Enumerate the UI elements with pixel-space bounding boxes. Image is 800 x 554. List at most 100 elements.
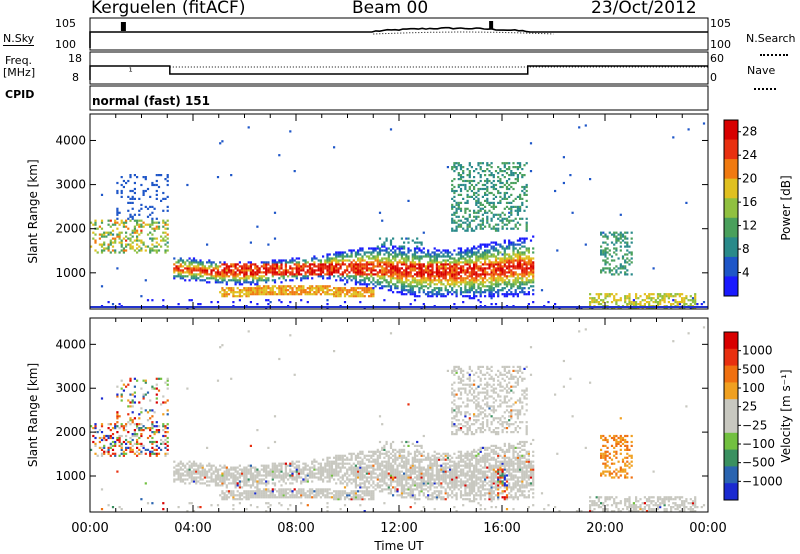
power-cell [468, 285, 471, 288]
velocity-cell [354, 458, 357, 461]
power-cell [670, 307, 673, 310]
velocity-cell [206, 480, 209, 483]
power-cell [368, 289, 371, 292]
velocity-cell [241, 486, 244, 489]
velocity-cell [284, 492, 287, 495]
velocity-cell [330, 474, 333, 477]
velocity-cell [247, 498, 250, 501]
power-cell [433, 287, 436, 290]
velocity-cell [352, 472, 355, 475]
power-cell [519, 251, 522, 254]
power-cell [190, 269, 193, 272]
power-cell [516, 221, 519, 224]
velocity-cell [153, 440, 156, 444]
power-cell [385, 265, 388, 268]
power-cell [407, 273, 410, 276]
velocity-cell [125, 442, 128, 445]
velocity-cell [352, 498, 355, 501]
velocity-cell [278, 464, 281, 467]
power-cell [260, 277, 263, 280]
velocity-cell [129, 446, 132, 449]
power-cell [484, 183, 487, 187]
power-cell [98, 225, 101, 228]
power-cell [341, 257, 344, 260]
power-cell [455, 281, 458, 284]
power-cell [368, 247, 371, 250]
power-cell [525, 293, 528, 296]
velocity-cell [247, 496, 250, 499]
velocity-cell [166, 413, 169, 416]
power-cell [398, 279, 401, 282]
power-cell [319, 261, 322, 264]
power-cell [363, 271, 366, 274]
power-cell [287, 261, 290, 264]
power-cell [492, 263, 495, 266]
power-cell [429, 275, 432, 278]
power-cell [440, 283, 443, 286]
power-cell [361, 271, 364, 274]
power-cell [615, 265, 618, 268]
power-cell [424, 253, 428, 256]
power-cell [499, 267, 502, 270]
velocity-cell [186, 470, 189, 473]
power-cell [339, 251, 342, 254]
power-cell [505, 172, 509, 175]
power-cell [455, 168, 458, 171]
power-cell [359, 287, 362, 290]
velocity-cell [212, 472, 215, 475]
velocity-cell [313, 466, 316, 469]
power-cell [521, 263, 524, 266]
power-cell [297, 261, 301, 264]
velocity-cell [333, 468, 336, 471]
power-cell [435, 267, 438, 270]
power-cell [411, 269, 414, 272]
power-cell [418, 267, 421, 270]
velocity-cell [236, 476, 239, 479]
power-cell [389, 249, 393, 252]
power-cell [497, 172, 500, 175]
power-cell [630, 241, 633, 244]
velocity-cell [173, 460, 176, 463]
power-cell [521, 189, 524, 193]
power-cell [676, 301, 679, 304]
power-cell [324, 259, 327, 262]
power-cell [392, 247, 395, 250]
power-cell [328, 261, 331, 264]
power-cell [501, 253, 504, 256]
velocity-cell [146, 427, 150, 430]
velocity-cell [116, 431, 119, 434]
power-cell [387, 265, 390, 268]
power-cell [149, 247, 152, 250]
velocity-cell [359, 470, 362, 473]
power-cell [188, 269, 191, 272]
power-cell [521, 176, 524, 179]
power-cell [407, 279, 410, 282]
velocity-cell [260, 474, 263, 477]
velocity-cell [300, 472, 303, 475]
power-cell [624, 253, 627, 256]
power-cell [140, 231, 143, 234]
power-cell [440, 251, 443, 254]
power-cell [464, 277, 467, 280]
power-cell [346, 259, 349, 262]
power-cell [346, 291, 349, 294]
power-cell [389, 259, 393, 262]
power-cell [238, 265, 241, 268]
power-cell [370, 275, 373, 278]
power-cell [490, 174, 493, 177]
velocity-cell [162, 429, 165, 432]
power-cell [140, 241, 143, 244]
power-cell [256, 273, 259, 276]
power-cell [282, 275, 285, 278]
power-cell [451, 271, 454, 274]
power-cell [258, 275, 261, 278]
velocity-cell [181, 472, 185, 475]
power-cell [600, 299, 603, 302]
power-cell [403, 273, 406, 276]
power-cell [387, 247, 390, 250]
power-cell [600, 251, 603, 254]
power-cell [146, 207, 150, 210]
velocity-cell [199, 466, 202, 469]
power-cell [256, 285, 259, 288]
power-cell [164, 243, 167, 246]
